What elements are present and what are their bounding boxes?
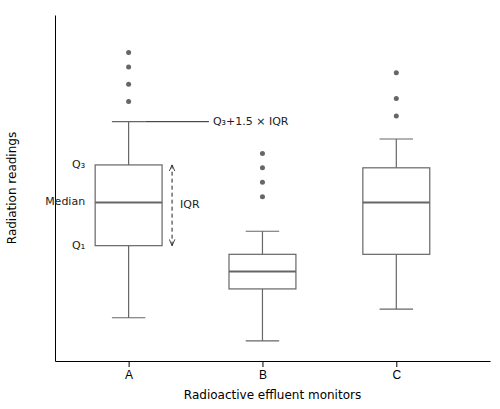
median bbox=[229, 271, 296, 273]
flier bbox=[394, 113, 399, 118]
annotation: Q₃+1.5 × IQR bbox=[213, 115, 289, 128]
x-tick-mark bbox=[262, 361, 263, 367]
whisker bbox=[262, 231, 263, 254]
flier bbox=[394, 70, 399, 75]
annotations: Q₃ Median Q₁ IQR Q₃+1.5 × IQR bbox=[45, 115, 289, 252]
whisker-cap bbox=[380, 138, 413, 139]
x-axis: A B C bbox=[56, 361, 491, 382]
whisker bbox=[128, 246, 129, 318]
whisker bbox=[128, 122, 129, 165]
annotation: Q₁ bbox=[72, 239, 85, 252]
box bbox=[95, 165, 162, 246]
median bbox=[95, 201, 162, 203]
x-axis-line bbox=[56, 361, 491, 362]
flier bbox=[260, 165, 265, 170]
flier bbox=[126, 82, 131, 87]
flier bbox=[260, 180, 265, 185]
chart: A B C Radioactive effluent monitors Radiatio… bbox=[0, 0, 500, 409]
plot-area bbox=[95, 50, 430, 341]
flier bbox=[394, 96, 399, 101]
flier bbox=[260, 194, 265, 199]
whisker-cap bbox=[380, 309, 413, 310]
whisker-cap bbox=[112, 317, 145, 318]
x-tick-label: B bbox=[259, 368, 267, 382]
x-tick: B bbox=[259, 361, 267, 382]
flier bbox=[126, 64, 131, 69]
box bbox=[229, 254, 296, 289]
box-group bbox=[363, 70, 430, 309]
y-axis-line bbox=[55, 16, 56, 362]
x-tick: C bbox=[392, 361, 401, 382]
x-tick-mark bbox=[396, 361, 397, 367]
x-tick: A bbox=[125, 361, 133, 382]
flier bbox=[126, 50, 131, 55]
box-group bbox=[229, 151, 296, 341]
annotation: Q₃ bbox=[72, 158, 85, 171]
flier bbox=[126, 99, 131, 104]
whisker bbox=[396, 254, 397, 309]
iqr-arrow bbox=[172, 165, 173, 246]
whisker-cap bbox=[246, 231, 279, 232]
x-tick-mark bbox=[129, 361, 130, 367]
median bbox=[363, 201, 430, 203]
whisker-cap bbox=[246, 340, 279, 341]
box bbox=[363, 168, 430, 255]
whisker-cap bbox=[112, 121, 145, 122]
annotation: Median bbox=[45, 195, 85, 208]
box-group bbox=[95, 50, 162, 318]
annotation-leader bbox=[145, 121, 209, 122]
whisker bbox=[262, 289, 263, 341]
x-axis-title: Radioactive effluent monitors bbox=[184, 388, 361, 402]
y-axis-title: Radiation readings bbox=[5, 132, 19, 244]
x-tick-label: C bbox=[392, 368, 401, 382]
flier bbox=[260, 151, 265, 156]
x-tick-label: A bbox=[125, 368, 133, 382]
whisker bbox=[396, 139, 397, 168]
annotation: IQR bbox=[180, 198, 200, 211]
y-axis bbox=[55, 16, 56, 362]
